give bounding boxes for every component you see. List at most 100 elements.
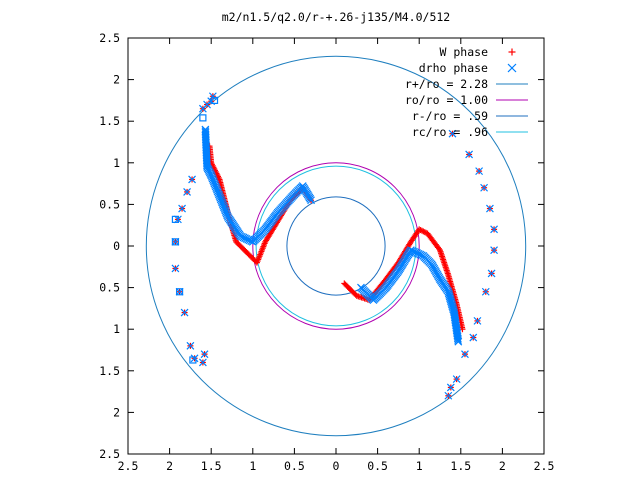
y-tick-label: 2.5 (99, 447, 120, 461)
w-phase-point (417, 227, 424, 234)
marker-d2 (213, 187, 222, 196)
marker-d2 (212, 184, 221, 193)
marker-d2 (446, 294, 455, 303)
marker-d2 (485, 204, 494, 213)
drho-phase-point (487, 269, 496, 278)
marker-d2 (190, 354, 199, 363)
marker-d2 (188, 175, 196, 184)
marker-d2 (454, 337, 463, 346)
marker-d2 (448, 302, 457, 311)
marker-d2 (178, 204, 187, 213)
marker-d2 (447, 297, 455, 306)
marker-d2 (475, 167, 484, 176)
drho-phase-point (186, 341, 195, 350)
x-tick-label: 1 (416, 459, 423, 473)
marker-d2 (215, 192, 224, 201)
y-tick-label: 1.5 (99, 114, 120, 128)
legend-marker (507, 63, 517, 73)
drho-phase-point (180, 308, 189, 317)
y-tick-label: 2 (113, 405, 120, 419)
drho-phase-point (171, 237, 180, 246)
marker-d2 (208, 174, 217, 183)
reference-circle (252, 162, 420, 330)
marker-d2 (210, 179, 219, 188)
y-tick-label: 0.5 (99, 281, 120, 295)
x-tick-label: 2.5 (534, 459, 555, 473)
marker-d2 (307, 196, 315, 205)
marker-d2 (214, 190, 223, 199)
marker-d2 (203, 161, 211, 170)
marker-d2 (213, 185, 221, 194)
marker-d2 (448, 129, 457, 138)
drho-phase-point (461, 350, 469, 359)
marker-d2 (217, 196, 226, 205)
legend-marker (508, 48, 516, 56)
drho-phase-point (307, 196, 315, 205)
legend-label: W phase (440, 45, 489, 59)
drho-phase-point (475, 167, 484, 176)
drho-phase-point (454, 336, 462, 344)
marker-d2 (211, 180, 219, 189)
marker-d2 (211, 182, 220, 191)
marker-d2 (175, 287, 184, 296)
marker-d2 (487, 269, 496, 278)
drho-phase-point (454, 337, 463, 346)
drho-phase-point (465, 150, 474, 159)
chart-title: m2/n1.5/q2.0/r-+.26-j135/M4.0/512 (222, 10, 450, 24)
drho-phase-point (200, 350, 209, 359)
marker-d2 (452, 375, 461, 384)
drho-phase-point (473, 316, 482, 325)
marker-d2 (444, 287, 453, 296)
drho-phase-point (490, 225, 499, 234)
marker-d2 (481, 287, 490, 296)
x-tick-label: 1 (249, 459, 256, 473)
drho-phase-point (448, 129, 457, 138)
marker-d2 (444, 391, 453, 400)
marker-d2 (454, 336, 462, 344)
drho-square-marker (199, 114, 207, 122)
drho-phase-point (446, 383, 455, 392)
x-tick-label: 1.5 (450, 459, 471, 473)
marker-d2 (171, 264, 180, 273)
reference-circles (145, 55, 527, 437)
drho-square-marker (171, 238, 180, 246)
drho-phase-point (444, 391, 453, 400)
marker-d2 (444, 289, 453, 298)
drho-phase-point (183, 187, 191, 196)
marker-d2 (447, 299, 456, 307)
marker-d2 (223, 211, 232, 220)
x-tick-label: 2 (499, 459, 506, 473)
drho-phase-point (490, 246, 499, 255)
drho-phase-point (208, 92, 217, 101)
drho-phase-point (198, 358, 207, 367)
marker-d2 (220, 204, 229, 213)
drho-phase-point (175, 287, 184, 296)
drho-phase-point (485, 204, 494, 213)
marker-d2 (449, 305, 458, 314)
legend: W phase drho phase r+/ro = 2.28 ro/ro = 1.0… (405, 45, 528, 139)
drho-phase-point (198, 104, 207, 113)
marker-d2 (447, 300, 456, 309)
marker-d2 (180, 308, 189, 317)
marker-d2 (214, 188, 223, 197)
drho-phase-point (171, 264, 180, 273)
drho-phase-point (480, 183, 489, 192)
drho-phase-point (188, 175, 196, 184)
marker-d2 (461, 350, 469, 359)
marker-d2 (448, 303, 457, 312)
y-tick-label: 0 (113, 239, 120, 253)
y-tick-label: 2 (113, 73, 120, 87)
marker-d2 (186, 341, 195, 350)
x-tick-label: 0.5 (367, 459, 388, 473)
marker-d2 (207, 171, 216, 180)
w-phase-point (420, 228, 427, 235)
w-phase-point (418, 227, 425, 234)
reference-circle (145, 55, 527, 437)
marker-d2 (208, 92, 217, 101)
legend-label: r+/ro = 2.28 (405, 77, 488, 91)
marker-d2 (469, 333, 478, 342)
drho-phase-point (203, 161, 211, 170)
legend-label: ro/ro = 1.00 (405, 93, 488, 107)
w-phase-point (421, 229, 428, 236)
